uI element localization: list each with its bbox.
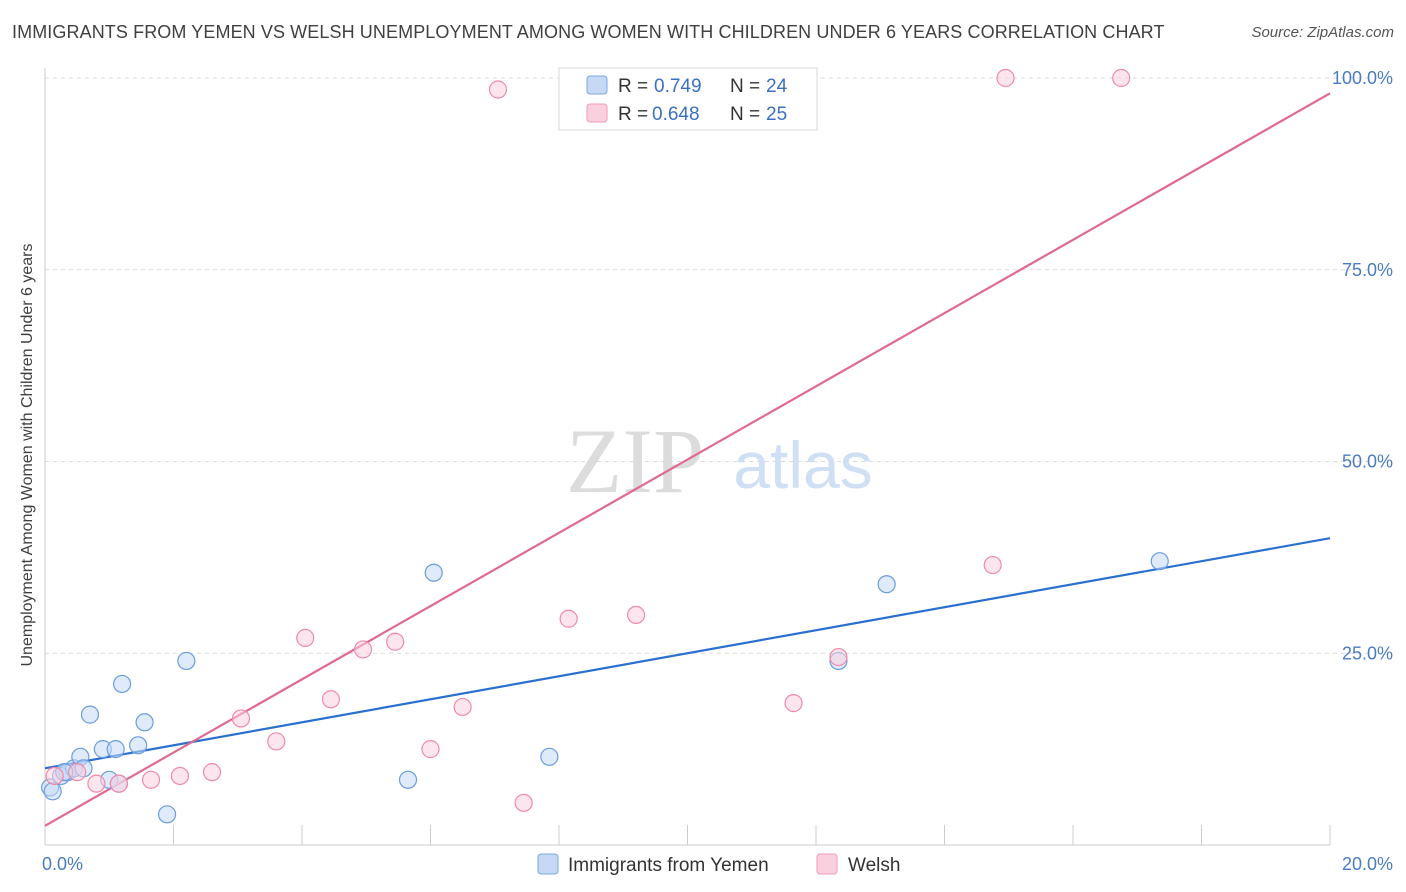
point-welsh	[296, 628, 315, 648]
legend-welsh-n-label: N =	[730, 104, 760, 125]
point-welsh	[1112, 68, 1131, 88]
point-yemen	[135, 713, 154, 732]
point-welsh	[559, 609, 578, 628]
point-welsh	[267, 732, 286, 751]
legend-yemen-n-label: N =	[730, 76, 760, 97]
x-tick-label: 0.0%	[42, 854, 83, 874]
legend-swatch-welsh	[586, 103, 608, 123]
point-yemen	[43, 782, 62, 801]
trend-lines	[44, 92, 1331, 827]
point-welsh	[109, 774, 128, 793]
data-points	[41, 68, 1169, 824]
point-yemen	[398, 770, 418, 789]
point-yemen	[112, 674, 132, 694]
point-welsh	[87, 774, 106, 793]
y-tick-label: 75.0%	[1342, 260, 1393, 280]
legend-yemen-r-value: 0.749	[654, 76, 702, 97]
legend-yemen-n-value: 24	[766, 76, 788, 97]
point-welsh	[983, 555, 1002, 575]
legend-swatch-yemen	[586, 75, 608, 95]
trend-line-welsh	[44, 92, 1331, 827]
correlation-legend: R = 0.749 N = 24 R = 0.648 N = 25	[558, 67, 818, 131]
x-tick-label: 20.0%	[1342, 854, 1393, 874]
point-welsh	[996, 68, 1015, 88]
legend-welsh-r-value: 0.648	[652, 104, 700, 125]
axes	[44, 68, 1331, 846]
bottom-legend-welsh: Welsh	[848, 855, 900, 876]
point-welsh	[141, 770, 161, 789]
point-welsh	[45, 766, 64, 786]
point-yemen	[106, 740, 125, 759]
point-welsh	[170, 766, 190, 786]
point-yemen	[424, 563, 443, 582]
point-yemen	[129, 736, 148, 755]
y-tick-label: 25.0%	[1342, 643, 1393, 663]
point-welsh	[784, 694, 803, 713]
point-welsh	[353, 640, 373, 659]
y-tick-label: 50.0%	[1342, 452, 1393, 472]
legend-welsh-n-value: 25	[766, 104, 787, 125]
point-welsh	[453, 697, 472, 717]
legend-yemen-r-label: R =	[618, 76, 648, 97]
point-welsh	[231, 709, 251, 728]
tick-labels: 25.0% 50.0% 75.0% 100.0% 0.0% 20.0%	[42, 68, 1393, 874]
point-welsh	[421, 740, 440, 759]
y-tick-label: 100.0%	[1332, 68, 1393, 88]
point-welsh	[514, 793, 533, 812]
point-welsh	[68, 763, 87, 782]
legend-welsh-r-label: R =	[618, 104, 648, 125]
trend-line-yemen	[44, 537, 1331, 770]
point-yemen	[540, 747, 559, 766]
source-label: Source: ZipAtlas.com	[1251, 24, 1394, 41]
series-legend: Immigrants from Yemen Welsh	[537, 853, 900, 876]
bottom-legend-swatch-yemen	[537, 853, 559, 875]
watermark-atlas: atlas	[733, 428, 872, 502]
chart-title: IMMIGRANTS FROM YEMEN VS WELSH UNEMPLOYM…	[12, 22, 1165, 42]
point-welsh	[321, 690, 341, 709]
bottom-legend-yemen: Immigrants from Yemen	[568, 855, 769, 876]
point-yemen	[157, 805, 177, 824]
point-yemen	[177, 651, 196, 671]
watermark-zip: ZIP	[566, 410, 704, 512]
point-yemen	[1150, 552, 1169, 571]
point-welsh	[202, 763, 222, 782]
point-welsh	[488, 80, 508, 99]
point-yemen	[877, 575, 896, 594]
bottom-legend-swatch-welsh	[816, 853, 838, 875]
point-welsh	[626, 605, 646, 625]
point-welsh	[829, 647, 848, 667]
point-welsh	[386, 632, 405, 651]
point-yemen	[80, 705, 100, 724]
watermark: ZIP atlas	[566, 410, 873, 512]
